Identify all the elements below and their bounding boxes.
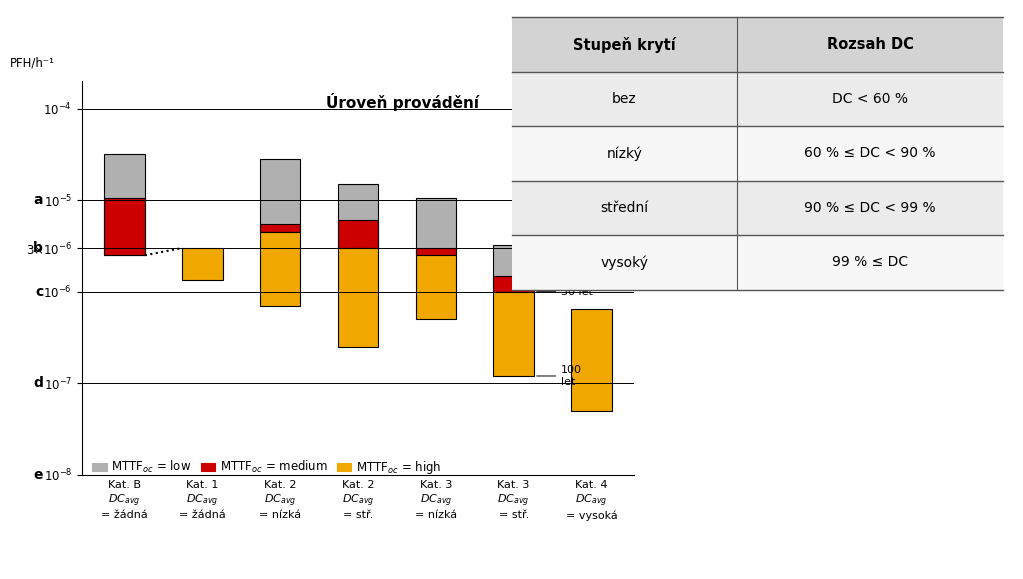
Bar (415, 255, 456, 319)
Text: 100
let: 100 let (537, 365, 582, 387)
Bar (493, 245, 534, 292)
Bar (260, 159, 301, 232)
Text: d: d (34, 376, 43, 390)
Bar (104, 198, 145, 255)
Text: bez: bez (612, 92, 636, 106)
Bar (338, 221, 379, 248)
Text: 90 % ≤ DC < 99 %: 90 % ≤ DC < 99 % (804, 201, 936, 215)
Bar (260, 224, 301, 232)
Text: PFH/h⁻¹: PFH/h⁻¹ (10, 56, 55, 69)
Bar (415, 248, 456, 255)
Bar (182, 248, 223, 280)
Bar (512, 17, 1003, 72)
Bar (571, 309, 612, 411)
Text: Stupeň krytí: Stupeň krytí (573, 36, 676, 53)
Text: b: b (34, 241, 43, 255)
Bar (493, 292, 534, 376)
Bar (512, 126, 1003, 181)
Legend: MTTF$_{oc}$ = low, MTTF$_{oc}$ = medium, MTTF$_{oc}$ = high: MTTF$_{oc}$ = low, MTTF$_{oc}$ = medium,… (88, 455, 446, 481)
Bar (512, 72, 1003, 126)
Text: vysoký: vysoký (601, 255, 649, 270)
Bar (338, 184, 379, 248)
Text: Úroveň provádění: Úroveň provádění (325, 93, 479, 111)
Bar (415, 198, 456, 255)
Text: střední: střední (601, 201, 649, 215)
Text: a: a (34, 193, 43, 207)
Text: 3 roky: 3 roky (537, 240, 595, 251)
Text: 99 % ≤ DC: 99 % ≤ DC (832, 255, 908, 269)
Bar (260, 232, 301, 306)
Bar (104, 154, 145, 255)
Text: e: e (34, 468, 43, 482)
Text: 60 % ≤ DC < 90 %: 60 % ≤ DC < 90 % (804, 146, 936, 160)
Text: 30 let: 30 let (537, 287, 593, 296)
Text: Rozsah DC: Rozsah DC (827, 37, 914, 52)
Text: nízký: nízký (607, 146, 642, 161)
Bar (512, 235, 1003, 290)
Text: DC < 60 %: DC < 60 % (832, 92, 908, 106)
Bar (338, 248, 379, 347)
Bar (493, 276, 534, 292)
Bar (512, 181, 1003, 235)
Text: 10 let: 10 let (537, 270, 593, 281)
Text: c: c (35, 285, 43, 299)
